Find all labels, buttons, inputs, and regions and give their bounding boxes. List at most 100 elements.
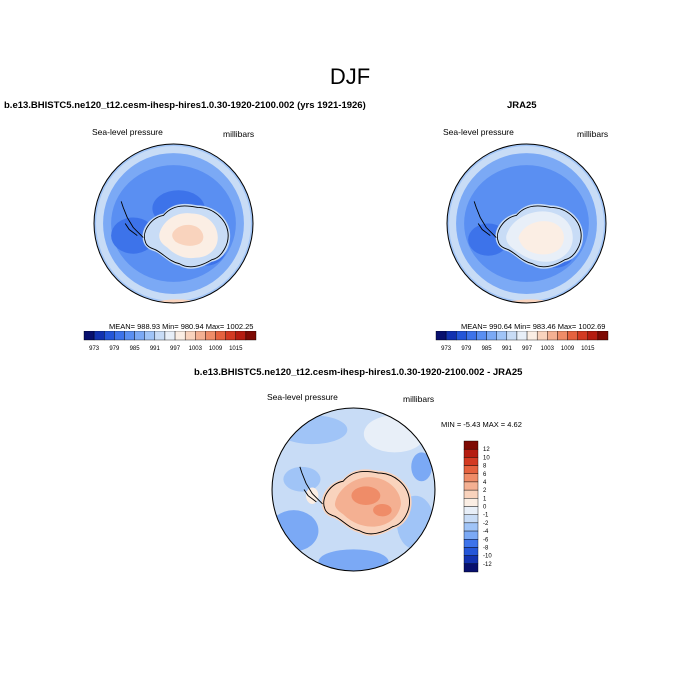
obs-colorbar-tick-label: 997	[522, 346, 533, 352]
model-colorbar-cell	[164, 331, 176, 341]
model-colorbar-cell	[245, 331, 257, 341]
model-colorbar-cell	[154, 331, 166, 341]
obs-stats: MEAN= 990.64 Min= 983.46 Max= 1002.69	[461, 322, 606, 331]
diff-colorbar-tick-label: -4	[483, 529, 489, 535]
obs-colorbar-cell	[435, 331, 447, 341]
diff-colorbar-cell	[463, 547, 479, 556]
model-units-label: millibars	[223, 129, 255, 139]
diff-slp-map	[271, 407, 436, 572]
diff-colorbar-cell	[463, 489, 479, 499]
diff-colorbar-cell	[463, 473, 479, 483]
obs-colorbar-cell	[526, 331, 538, 341]
model-colorbar-cell	[134, 331, 145, 341]
diff-colorbar-tick-label: -1	[483, 513, 489, 519]
diff-colorbar-cell	[463, 506, 479, 515]
model-colorbar-tick-label: 1003	[189, 346, 203, 352]
diff-colorbar-cell	[463, 498, 479, 507]
diff-colorbar-tick-label: 10	[483, 455, 490, 461]
model-colorbar-cell	[195, 331, 206, 341]
obs-colorbar-cell	[597, 331, 609, 341]
obs-colorbar-cell	[456, 331, 467, 341]
model-colorbar-cell	[215, 331, 226, 341]
diff-colorbar-tick-label: -8	[483, 545, 489, 551]
obs-colorbar-cell	[466, 331, 477, 341]
obs-colorbar-cell	[577, 331, 588, 341]
model-colorbar-cell	[124, 331, 135, 341]
obs-variable-label: Sea-level pressure	[443, 127, 514, 137]
model-variable-label: Sea-level pressure	[92, 127, 163, 137]
obs-colorbar-cell	[557, 331, 568, 341]
obs-slp-map	[446, 143, 607, 304]
model-colorbar-tick-label: 985	[130, 346, 141, 352]
obs-colorbar-cell	[536, 331, 548, 341]
obs-colorbar-tick-label: 1003	[541, 346, 555, 352]
figure-title: DJF	[329, 64, 371, 89]
model-colorbar-tick-label: 979	[109, 346, 120, 352]
model-colorbar-tick-label: 1015	[229, 346, 243, 352]
diff-colorbar-tick-label: -2	[483, 521, 489, 527]
obs-colorbar-cell	[486, 331, 497, 341]
model-colorbar-cell	[83, 331, 95, 341]
obs-colorbar-tick-label: 985	[482, 346, 493, 352]
model-colorbar-tick-label: 973	[89, 346, 100, 352]
diff-colorbar-tick-label: 1	[483, 496, 487, 502]
obs-colorbar-cell	[506, 331, 518, 341]
diff-colorbar-tick-label: -6	[483, 537, 489, 543]
diff-colorbar-cell	[463, 555, 479, 565]
diff-colorbar-tick-label: 8	[483, 464, 487, 470]
obs-colorbar: 973 979 985 991 997 1003 1009 1015	[435, 331, 609, 352]
diff-colorbar-tick-label: 4	[483, 480, 487, 486]
obs-units-label: millibars	[577, 129, 609, 139]
obs-colorbar-cell	[547, 331, 558, 341]
diff-colorbar-cell	[463, 457, 479, 466]
diff-colorbar-tick-label: -10	[483, 554, 492, 560]
diff-colorbar-cell	[463, 514, 479, 524]
model-colorbar-tick-label: 1009	[209, 346, 223, 352]
diff-colorbar-tick-label: 12	[483, 447, 490, 453]
model-colorbar-cell	[144, 331, 156, 341]
obs-colorbar-tick-label: 1009	[561, 346, 575, 352]
obs-colorbar-tick-label: 973	[441, 346, 452, 352]
obs-colorbar-cell	[445, 331, 457, 341]
diff-stats: MIN = -5.43 MAX = 4.62	[441, 420, 522, 429]
diff-colorbar-cell	[463, 539, 479, 548]
diff-panel-title: b.e13.BHISTC5.ne120_t12.cesm-ihesp-hires…	[194, 367, 523, 378]
obs-colorbar-tick-label: 991	[502, 346, 513, 352]
diff-colorbar-tick-label: 2	[483, 488, 487, 494]
diff-units-label: millibars	[403, 394, 435, 404]
diff-colorbar-cell	[463, 465, 479, 474]
obs-colorbar-tick-label: 979	[461, 346, 472, 352]
model-stats: MEAN= 988.93 Min= 980.94 Max= 1002.25	[109, 322, 254, 331]
model-colorbar-cell	[184, 331, 196, 341]
diff-colorbar-tick-label: 0	[483, 505, 487, 511]
model-colorbar-cell	[205, 331, 216, 341]
diff-colorbar-cell	[463, 448, 479, 458]
obs-colorbar-cell	[567, 331, 578, 341]
diff-colorbar-cell	[463, 563, 479, 573]
model-colorbar-cell	[225, 331, 236, 341]
diff-colorbar-cell	[463, 530, 479, 540]
diff-colorbar-cell	[463, 440, 479, 450]
obs-colorbar-cell	[587, 331, 599, 341]
model-slp-map	[93, 143, 254, 304]
diff-colorbar-cell	[463, 522, 479, 532]
model-colorbar-tick-label: 997	[170, 346, 181, 352]
model-colorbar: 973 979 985 991 997 1003 1009 1015	[83, 331, 257, 352]
obs-colorbar-cell	[496, 331, 508, 341]
model-colorbar-cell	[93, 331, 105, 341]
obs-colorbar-cell	[476, 331, 487, 341]
model-colorbar-cell	[174, 331, 186, 341]
obs-colorbar-cell	[516, 331, 528, 341]
model-colorbar-cell	[104, 331, 115, 341]
diff-colorbar-cell	[463, 481, 479, 491]
diff-colorbar-tick-label: 6	[483, 472, 487, 478]
diff-colorbar-tick-label: -12	[483, 562, 492, 568]
diff-variable-label: Sea-level pressure	[267, 392, 338, 402]
model-colorbar-cell	[114, 331, 125, 341]
model-colorbar-cell	[235, 331, 247, 341]
model-panel-title: b.e13.BHISTC5.ne120_t12.cesm-ihesp-hires…	[4, 100, 366, 111]
obs-colorbar-tick-label: 1015	[581, 346, 595, 352]
obs-panel-title: JRA25	[507, 100, 537, 111]
model-colorbar-tick-label: 991	[150, 346, 161, 352]
